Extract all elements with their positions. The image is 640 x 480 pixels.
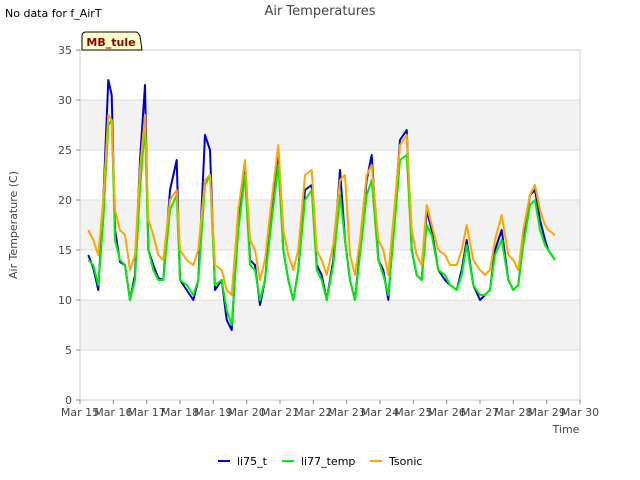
x-tick-label: Mar 21 xyxy=(261,406,299,419)
series-lines xyxy=(87,79,556,331)
background-band xyxy=(80,200,580,250)
background-bands xyxy=(80,100,580,350)
y-tick-label: 30 xyxy=(58,94,72,107)
x-axis-title: Time xyxy=(552,423,580,436)
legend-item-li75-t: li75_t xyxy=(218,455,268,468)
x-tick-label: Mar 27 xyxy=(461,406,499,419)
x-tick-label: Mar 26 xyxy=(428,406,466,419)
badge-shape xyxy=(81,31,143,51)
x-tick-label: Mar 22 xyxy=(294,406,332,419)
x-tick-label: Mar 18 xyxy=(161,406,199,419)
legend-item-li77-temp: li77_temp xyxy=(282,455,355,468)
no-data-message: No data for f_AirT xyxy=(5,7,102,20)
legend: li75_t li77_temp Tsonic xyxy=(218,455,422,468)
legend-label: li77_temp xyxy=(301,455,355,468)
series-line-Tsonic xyxy=(87,114,556,296)
x-tick-label: Mar 20 xyxy=(228,406,266,419)
x-tick-label: Mar 29 xyxy=(528,406,566,419)
background-band xyxy=(80,100,580,150)
x-tick-label: Mar 15 xyxy=(61,406,99,419)
x-tick-label: Mar 17 xyxy=(128,406,166,419)
series-line-li77-temp xyxy=(87,119,556,326)
background-band xyxy=(80,300,580,350)
y-tick-label: 10 xyxy=(58,294,72,307)
x-tick-label: Mar 24 xyxy=(361,406,399,419)
y-tick-label: 35 xyxy=(58,44,72,57)
x-tick-label: Mar 25 xyxy=(394,406,432,419)
y-tick-label: 0 xyxy=(65,394,72,407)
x-tick-label: Mar 16 xyxy=(94,406,132,419)
x-tick-label: Mar 30 xyxy=(561,406,599,419)
y-tick-label: 20 xyxy=(58,194,72,207)
x-tick-label: Mar 28 xyxy=(494,406,532,419)
y-tick-label: 25 xyxy=(58,144,72,157)
site-badge: MB_tule xyxy=(81,31,143,51)
y-tick-label: 5 xyxy=(65,344,72,357)
x-tick-label: Mar 19 xyxy=(194,406,232,419)
legend-label: li75_t xyxy=(237,455,268,468)
x-tick-label: Mar 23 xyxy=(328,406,366,419)
plot-frame xyxy=(79,49,581,401)
y-tick-label: 15 xyxy=(58,244,72,257)
badge-label: MB_tule xyxy=(86,36,135,49)
y-axis-title: Air Temperature (C) xyxy=(7,171,20,279)
chart-title: Air Temperatures xyxy=(264,4,376,19)
legend-item-Tsonic: Tsonic xyxy=(370,455,422,468)
legend-label: Tsonic xyxy=(388,455,422,468)
y-axis: 0 5 10 15 20 25 30 35 xyxy=(58,44,80,407)
